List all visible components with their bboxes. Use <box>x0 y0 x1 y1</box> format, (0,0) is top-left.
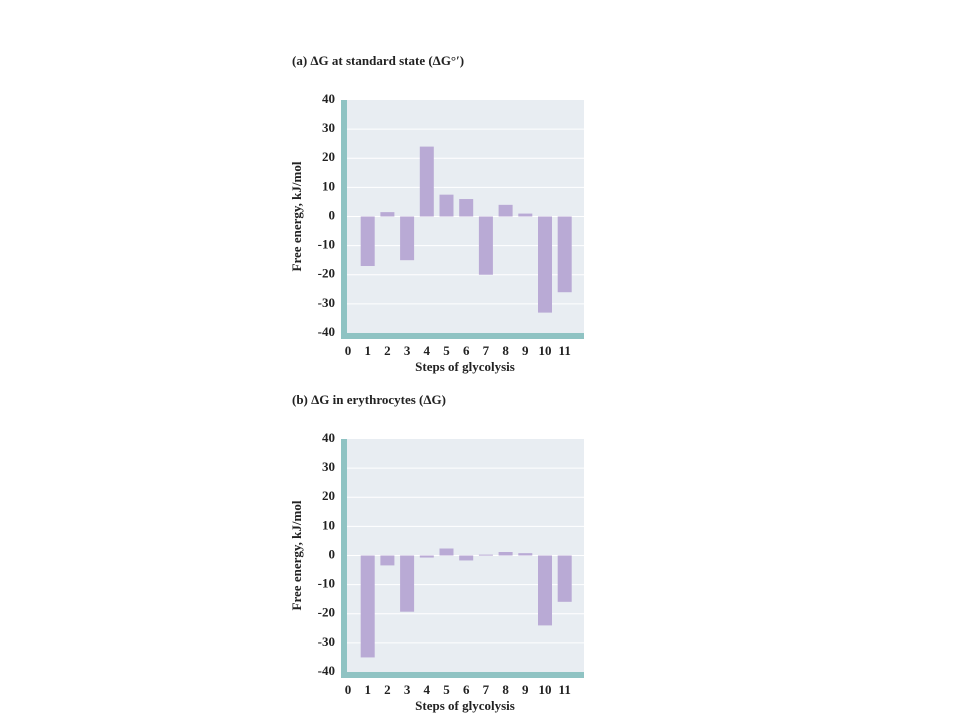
bar <box>478 216 493 275</box>
bar <box>557 216 572 293</box>
bar <box>518 213 533 217</box>
x-tick-label: 11 <box>559 682 571 697</box>
y-tick-label: 20 <box>322 149 335 164</box>
y-axis <box>341 100 347 339</box>
y-tick-label: 30 <box>322 120 335 135</box>
x-tick-label: 10 <box>539 682 552 697</box>
y-tick-label: -40 <box>318 324 335 339</box>
y-tick-label: -40 <box>318 663 335 678</box>
bar <box>439 194 454 217</box>
x-tick-label: 1 <box>364 682 371 697</box>
x-tick-label: 9 <box>522 682 529 697</box>
bar <box>498 552 513 556</box>
bar <box>400 555 415 612</box>
bar <box>459 555 474 561</box>
x-tick-label: 2 <box>384 682 391 697</box>
bar <box>557 555 572 602</box>
y-axis-label: Free energy, kJ/mol <box>289 161 304 271</box>
x-tick-label: 5 <box>443 343 450 358</box>
y-tick-label: -10 <box>318 576 335 591</box>
chart-title: (a) ΔG at standard state (ΔG°′) <box>292 53 464 68</box>
x-tick-label: 6 <box>463 343 470 358</box>
y-tick-label: 20 <box>322 488 335 503</box>
chart-title: (b) ΔG in erythrocytes (ΔG) <box>292 392 446 407</box>
bar <box>538 216 552 313</box>
bar <box>360 216 375 267</box>
x-tick-label: 7 <box>483 343 490 358</box>
bar <box>538 555 552 626</box>
y-tick-label: -20 <box>318 266 335 281</box>
x-tick-label: 8 <box>502 343 509 358</box>
y-tick-label: -30 <box>318 295 335 310</box>
y-tick-label: 10 <box>322 178 335 193</box>
y-tick-label: 0 <box>329 207 336 222</box>
x-tick-label: 4 <box>424 682 431 697</box>
bar <box>439 548 454 556</box>
y-tick-label: 10 <box>322 517 335 532</box>
x-tick-label: 3 <box>404 343 411 358</box>
x-tick-label: 6 <box>463 682 470 697</box>
y-tick-label: -30 <box>318 634 335 649</box>
bar <box>380 555 395 566</box>
bar <box>380 212 395 217</box>
x-tick-label: 10 <box>539 343 552 358</box>
y-tick-label: 30 <box>322 459 335 474</box>
x-axis <box>341 333 584 339</box>
bar <box>360 555 375 658</box>
x-tick-label: 8 <box>502 682 509 697</box>
x-tick-label: 9 <box>522 343 529 358</box>
x-axis-label: Steps of glycolysis <box>415 698 515 713</box>
bar <box>459 199 474 217</box>
x-axis <box>341 672 584 678</box>
chart: (b) ΔG in erythrocytes (ΔG) -40 -30 -20 -10 0… <box>289 392 584 713</box>
bar <box>478 554 493 556</box>
bar <box>419 146 434 217</box>
y-tick-label: 40 <box>322 430 335 445</box>
bar <box>498 204 513 217</box>
x-tick-label: 3 <box>404 682 411 697</box>
x-tick-label: 1 <box>364 343 371 358</box>
bar <box>419 555 434 558</box>
x-tick-label: 11 <box>559 343 571 358</box>
x-tick-label: 4 <box>424 343 431 358</box>
y-axis-label: Free energy, kJ/mol <box>289 500 304 610</box>
x-axis-label: Steps of glycolysis <box>415 359 515 374</box>
y-tick-label: 0 <box>329 546 336 561</box>
x-tick-label: 2 <box>384 343 391 358</box>
y-tick-label: 40 <box>322 91 335 106</box>
x-tick-label: 0 <box>345 343 352 358</box>
y-axis <box>341 439 347 678</box>
x-tick-label: 0 <box>345 682 352 697</box>
bar <box>400 216 415 261</box>
x-tick-label: 5 <box>443 682 450 697</box>
y-tick-label: -20 <box>318 605 335 620</box>
chart: (a) ΔG at standard state (ΔG°′) -40 -30 -20… <box>289 53 584 374</box>
y-tick-label: -10 <box>318 237 335 252</box>
bar <box>518 553 533 556</box>
x-tick-label: 7 <box>483 682 490 697</box>
